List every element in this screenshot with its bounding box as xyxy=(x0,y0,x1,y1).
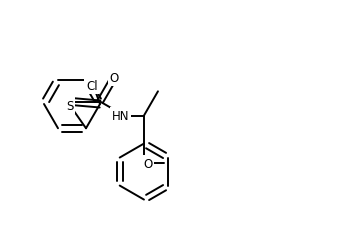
Text: O: O xyxy=(110,72,119,84)
Text: HN: HN xyxy=(112,110,129,123)
Text: Cl: Cl xyxy=(86,80,98,93)
Text: O: O xyxy=(143,157,153,170)
Text: S: S xyxy=(66,99,74,112)
